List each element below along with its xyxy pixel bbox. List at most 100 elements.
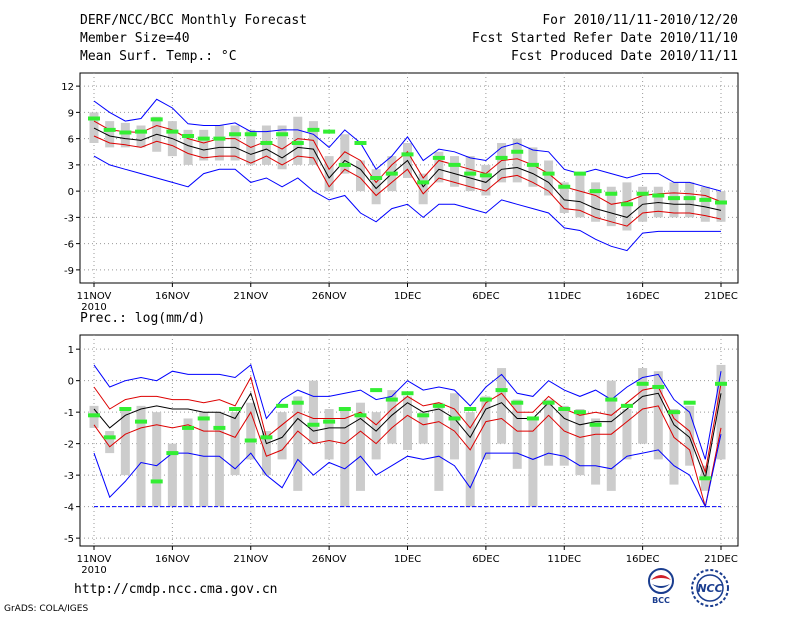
x-tick-label: 21NOV (233, 291, 268, 302)
spread-box (700, 186, 710, 222)
observed-marker (229, 132, 242, 137)
spread-box (606, 186, 616, 227)
observed-marker (307, 127, 320, 132)
y-tick-label: -4 (64, 503, 74, 514)
observed-marker (464, 171, 477, 176)
x-tick-label: 1DEC (394, 554, 421, 565)
spread-box (653, 371, 663, 460)
observed-marker (370, 388, 383, 393)
observed-marker (323, 419, 336, 424)
y-tick-label: 0 (68, 187, 74, 198)
observed-marker (542, 171, 555, 176)
observed-marker (715, 381, 727, 386)
spread-box (120, 409, 130, 476)
spread-box (340, 134, 350, 174)
observed-marker (636, 381, 649, 386)
spread-box (293, 396, 303, 491)
spread-box (214, 412, 224, 507)
spread-box (497, 368, 507, 444)
observed-marker (495, 155, 508, 160)
observed-marker (573, 410, 586, 415)
observed-marker (370, 176, 383, 180)
observed-marker (417, 413, 430, 418)
spread-box (308, 380, 318, 444)
observed-marker (88, 413, 100, 418)
y-tick-label: -9 (64, 266, 74, 277)
observed-marker (260, 435, 273, 440)
spread-box (716, 364, 726, 460)
observed-marker (213, 425, 226, 430)
x-tick-label: 16DEC (626, 291, 660, 302)
observed-marker (182, 134, 195, 138)
member-size: Member Size=40 (80, 31, 190, 46)
observed-marker (558, 184, 571, 189)
series-line-upper (93, 376, 722, 474)
observed-marker (542, 400, 555, 405)
plot-frame (79, 334, 739, 547)
x-tick-label: 16NOV (155, 291, 190, 302)
observed-marker (229, 407, 242, 412)
spread-box (497, 143, 507, 183)
observed-marker (432, 155, 445, 160)
spread-box (136, 405, 146, 507)
spread-box (199, 412, 209, 507)
spread-box (371, 169, 381, 205)
year-label: 2010 (81, 565, 106, 576)
spread-box (152, 412, 162, 507)
y-tick-label: 3 (68, 161, 74, 172)
spread-box (591, 182, 601, 222)
bcc-logo-text: BCC (652, 596, 670, 605)
spread-box (559, 405, 569, 466)
x-tick-label: 1DEC (394, 291, 421, 302)
spread-box (230, 412, 240, 476)
observed-marker (636, 191, 649, 196)
source-url[interactable]: http://cmdp.ncc.cma.gov.cn (74, 582, 278, 597)
observed-marker (715, 200, 727, 205)
observed-marker (699, 197, 712, 202)
observed-marker (605, 191, 618, 196)
precip-title: Prec.: log(mm/d) (80, 311, 205, 326)
ncc-logo-text: NCC (697, 582, 722, 595)
spread-box (324, 156, 334, 192)
temperature-panel: -9 -6 -3 0 3 6 9 12 11NOV 16NOV 21NOV 26NOV 1DEC 6DEC… (61, 72, 739, 313)
x-tick-label: 21NOV (233, 554, 268, 565)
observed-marker (401, 152, 414, 157)
spread-box (481, 164, 491, 196)
spread-box (340, 409, 350, 507)
observed-marker (150, 479, 163, 484)
spread-box (199, 129, 209, 161)
x-tick-label: 21DEC (704, 291, 738, 302)
observed-marker (479, 173, 492, 178)
spread-box (638, 368, 648, 444)
spread-box (371, 412, 381, 460)
spread-box (324, 409, 334, 460)
observed-marker (119, 130, 132, 135)
spread-box (387, 390, 397, 444)
spread-box (105, 431, 115, 454)
year-label: 2010 (81, 302, 106, 313)
observed-marker (667, 196, 680, 201)
spread-box (512, 399, 522, 469)
series-line-upper (93, 120, 722, 205)
observed-marker (197, 136, 210, 141)
spread-box (591, 418, 601, 485)
observed-marker (385, 171, 398, 176)
observed-marker (260, 141, 273, 145)
observed-marker (573, 171, 586, 176)
x-tick-label: 11NOV (77, 291, 112, 302)
observed-marker (213, 136, 226, 141)
observed-marker (166, 451, 179, 456)
observed-marker (88, 116, 100, 121)
x-tick-label: 21DEC (704, 554, 738, 565)
spread-box (575, 409, 585, 476)
observed-marker (401, 391, 414, 396)
y-tick-label: 9 (68, 108, 74, 119)
observed-marker (526, 416, 539, 421)
observed-marker (479, 397, 492, 402)
x-tick-label: 6DEC (472, 554, 499, 565)
observed-marker (417, 180, 430, 185)
x-tick-label: 26NOV (312, 554, 347, 565)
observed-marker (103, 127, 116, 132)
spread-box (528, 418, 538, 507)
